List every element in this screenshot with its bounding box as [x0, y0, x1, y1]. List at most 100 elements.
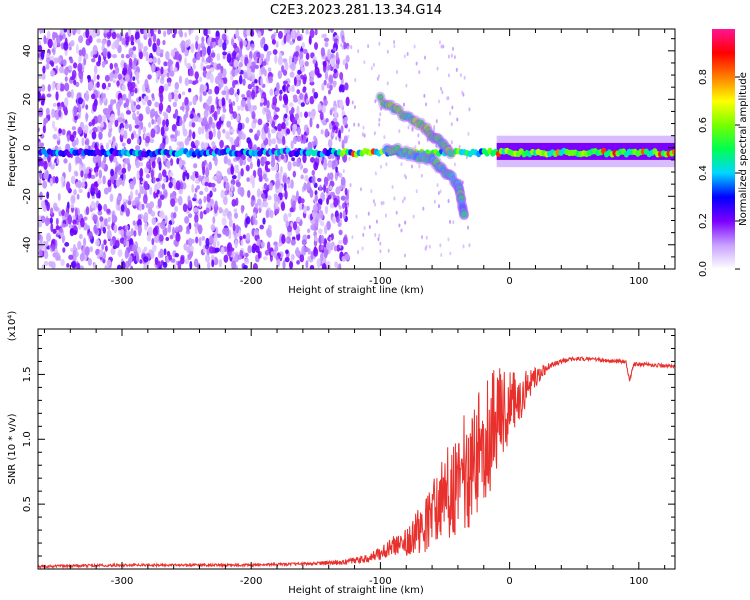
spectrogram-noise-blob	[212, 175, 217, 181]
spectrogram-noise-blob	[269, 209, 274, 219]
spectrogram-noise-blob	[116, 264, 122, 269]
spectrogram-noise-blob	[57, 193, 61, 201]
spectrogram-noise-blob	[102, 47, 108, 57]
spectrogram-noise-blob	[189, 245, 194, 252]
spectrogram-noise-blob	[41, 95, 45, 105]
spectrogram-noise-blob	[83, 216, 88, 221]
spectrogram-noise-blob	[45, 63, 50, 70]
colorbar-tick-label: 0.6	[698, 117, 709, 133]
spectrogram-noise-blob	[72, 215, 77, 220]
spectrogram-noise-blob	[280, 153, 285, 160]
spectrogram-noise-blob	[187, 101, 193, 106]
spectrogram-noise-blob	[188, 87, 192, 93]
spectrogram-noise-blob	[333, 111, 338, 119]
spectrogram-noise-blob	[146, 88, 151, 94]
spectrogram-noise-blob	[277, 133, 281, 139]
spectrogram-noise-blob	[61, 223, 67, 228]
spectrogram-noise-blob	[425, 102, 428, 107]
spectrogram-noise-blob	[42, 125, 46, 134]
spectrogram-noise-blob	[275, 163, 279, 172]
spectrogram-noise-blob	[189, 67, 194, 77]
spectrogram-noise-blob	[92, 214, 98, 223]
spectrogram-noise-blob	[449, 111, 452, 116]
spectrogram-noise-blob	[263, 123, 269, 134]
spectrogram-noise-blob	[90, 93, 96, 100]
spectrogram-noise-blob	[157, 198, 162, 209]
spectrogram-noise-blob	[232, 229, 237, 236]
spectrogram-noise-blob	[100, 122, 105, 128]
branch-mark	[377, 93, 384, 101]
x-tick-label: 100	[629, 576, 648, 587]
spectrogram-noise-blob	[223, 155, 228, 165]
spectrogram-noise-blob	[54, 252, 60, 261]
spectrogram-noise-blob	[353, 105, 356, 110]
spectrogram-noise-blob	[80, 181, 86, 189]
spectrogram-noise-blob	[391, 185, 394, 190]
spectrogram-noise-blob	[130, 34, 135, 43]
spectrogram-noise-blob	[77, 105, 82, 113]
spectrogram-noise-blob	[327, 241, 330, 246]
spectrogram-noise-blob	[380, 106, 383, 111]
spectrogram-noise-blob	[406, 52, 409, 57]
spectrogram-noise-blob	[237, 171, 241, 181]
spectrogram-noise-blob	[313, 161, 319, 171]
spectrogram-noise-blob	[137, 246, 142, 255]
spectrogram-noise-blob	[212, 216, 216, 224]
spectrogram-noise-blob	[325, 187, 329, 194]
spectrogram-noise-blob	[378, 117, 381, 122]
spectrogram-noise-blob	[267, 137, 272, 147]
spectrogram-noise-blob	[39, 142, 44, 148]
spectrogram-noise-blob	[309, 117, 313, 128]
spectrogram-noise-blob	[101, 82, 107, 90]
spectrogram-noise-blob	[255, 254, 259, 261]
spectrogram-noise-blob	[413, 44, 416, 49]
spectrogram-noise-blob	[230, 183, 234, 192]
spectrogram-noise-blob	[135, 104, 141, 110]
spectrogram-noise-blob	[304, 60, 309, 67]
spectrogram-noise-blob	[123, 130, 128, 140]
spectrogram-noise-blob	[40, 200, 46, 208]
spectrogram-noise-blob	[338, 229, 343, 236]
spectrogram-noise-blob	[105, 29, 110, 33]
spectrogram-noise-blob	[52, 228, 57, 234]
spectrogram-noise-blob	[210, 182, 216, 188]
spectrogram-noise-blob	[284, 113, 288, 119]
spectrogram-noise-blob	[379, 241, 382, 246]
spectrogram-noise-blob	[146, 161, 152, 170]
spectrogram-noise-blob	[109, 62, 114, 70]
spectrogram-noise-blob	[424, 55, 427, 60]
spectrogram-noise-blob	[88, 231, 93, 240]
spectrogram-noise-blob	[42, 180, 48, 189]
spectrogram-noise-blob	[340, 195, 346, 201]
spectrogram-noise-blob	[177, 130, 181, 137]
spectrogram-noise-blob	[172, 226, 176, 236]
spectrogram-noise-blob	[111, 213, 115, 223]
spectrogram-noise-blob	[174, 82, 180, 90]
spectrogram-noise-blob	[435, 119, 438, 124]
spectrogram-noise-blob	[306, 127, 310, 135]
spectrogram-noise-blob	[346, 204, 349, 209]
spectrogram-noise-blob	[334, 47, 337, 52]
spectrogram-noise-blob	[78, 56, 82, 65]
spectrogram-noise-blob	[47, 38, 53, 49]
spectrogram-noise-blob	[146, 234, 152, 242]
spectrogram-noise-blob	[423, 93, 426, 98]
spectrogram-noise-blob	[202, 166, 206, 176]
spectrogram-noise-blob	[320, 221, 325, 227]
spectrogram-noise-blob	[197, 126, 202, 135]
spectrogram-noise-blob	[375, 219, 378, 224]
spectrogram-noise-blob	[70, 203, 75, 209]
spectrogram-noise-blob	[314, 194, 319, 202]
spectrogram-noise-blob	[127, 29, 132, 37]
spectrogram-noise-blob	[437, 190, 440, 195]
spectrogram-noise-blob	[145, 106, 150, 113]
spectrogram-noise-blob	[283, 96, 289, 106]
spectrogram-noise-blob	[41, 72, 46, 80]
spectrogram-noise-blob	[438, 40, 441, 45]
spectrogram-noise-blob	[318, 210, 324, 220]
spectrogram-noise-blob	[96, 38, 102, 43]
spectrogram-noise-blob	[130, 265, 134, 269]
spectrogram-noise-blob	[247, 245, 253, 254]
spectrogram-noise-blob	[134, 31, 140, 41]
spectrogram-noise-blob	[329, 185, 333, 191]
